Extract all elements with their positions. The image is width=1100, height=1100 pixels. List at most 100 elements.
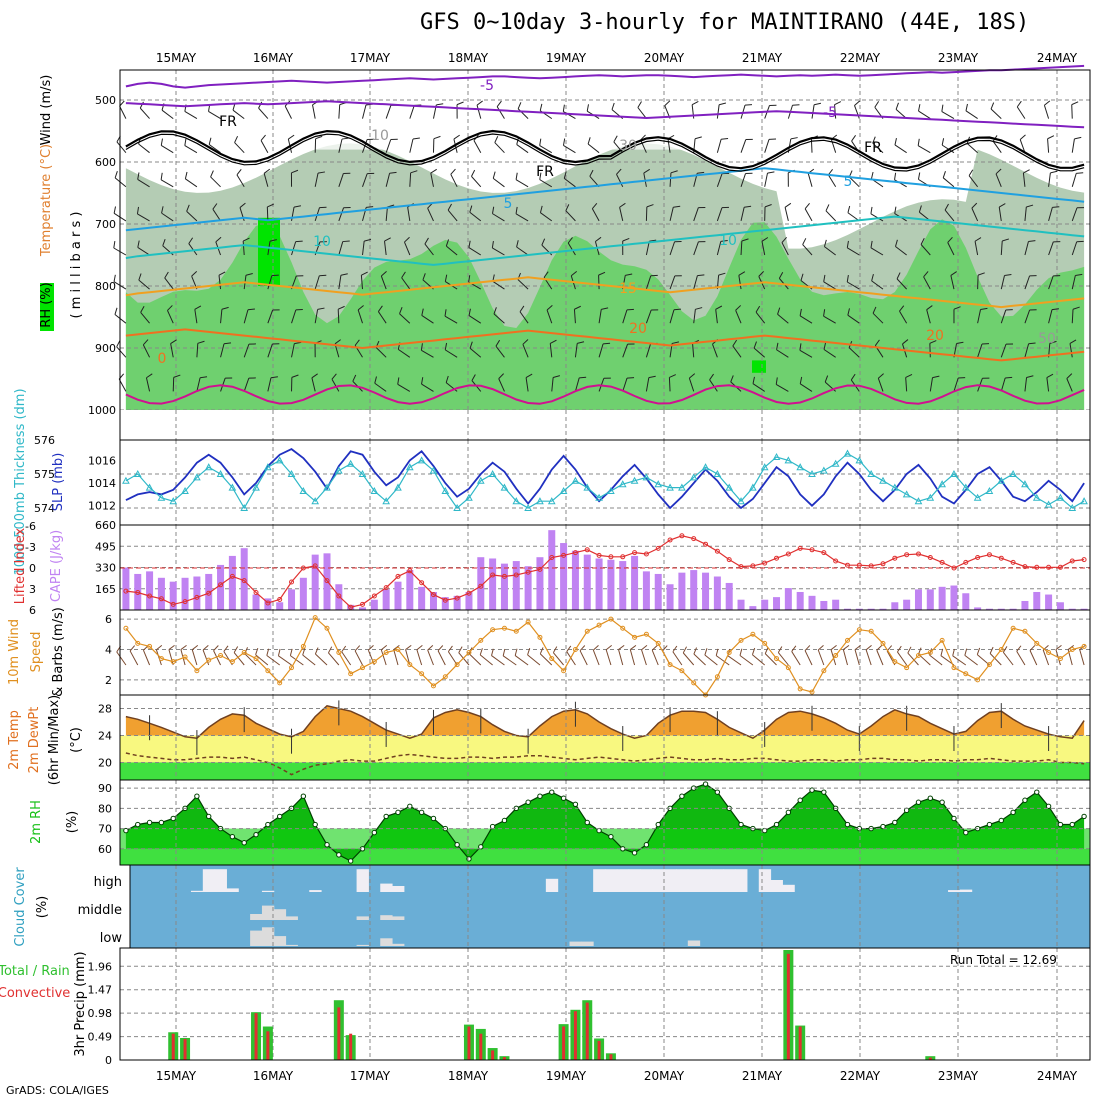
thickness-point-28 <box>453 503 461 511</box>
rh2m-point-10 <box>241 840 247 846</box>
wind10-point-81 <box>1081 643 1087 649</box>
upper-wind-barb-138-flag <box>469 205 473 213</box>
isotherm-0 <box>125 64 1085 89</box>
upper-wind-barb-93-flag <box>366 206 374 208</box>
upper-wind-barb-209-flag <box>670 170 678 174</box>
cape-bar-51 <box>725 582 733 610</box>
upper-wind-barb-221-shaft <box>693 275 698 290</box>
wind10-point-1 <box>135 640 141 646</box>
upper-wind-barb-24 <box>167 305 174 324</box>
wind10-barb-17-flag <box>314 647 319 655</box>
wind10-barb-4-flag <box>168 644 175 650</box>
rh2m-point-0 <box>123 827 129 834</box>
upper-wind-barb-166-flag <box>541 238 546 246</box>
upper-wind-barb-302-shaft <box>896 278 908 290</box>
upper-wind-barb-86 <box>338 273 348 290</box>
wind10-barb-25 <box>416 644 423 666</box>
cape-bar-42 <box>619 561 627 610</box>
wind10-barb-39-shaft <box>579 650 588 666</box>
thickness-point-1 <box>133 469 142 477</box>
upper-wind-barb-16-flag <box>142 339 149 346</box>
wind10-barb-14-flag <box>277 648 281 656</box>
wind10-barb-49 <box>693 647 706 666</box>
wind10-barb-60-flag <box>830 644 837 651</box>
rh2m-point-28 <box>454 842 460 848</box>
upper-wind-barb-366-flag <box>1072 306 1080 310</box>
upper-wind-barb-342 <box>1016 100 1026 119</box>
upper-wind-barb-36-shaft <box>208 111 221 120</box>
rh2m-point-77 <box>1034 789 1040 795</box>
rh2m-point-43 <box>631 850 638 856</box>
upper-wind-barb-329 <box>977 272 985 290</box>
upper-wind-barb-255 <box>784 202 792 222</box>
thickness-point-66 <box>902 490 911 498</box>
upper-wind-barb-197 <box>622 377 635 392</box>
wind10-barb-55 <box>764 647 777 666</box>
upper-wind-barb-11-flag <box>137 172 140 180</box>
upper-wind-barb-221 <box>693 274 705 290</box>
upper-wind-barb-298-flag <box>894 138 897 146</box>
upper-wind-barb-46 <box>234 135 245 154</box>
upper-wind-barb-148-flag <box>491 240 494 249</box>
wind10-barb-31-flag <box>479 648 483 656</box>
wind10-barb-28 <box>447 645 458 666</box>
upper-wind-barb-145-shaft <box>494 142 505 154</box>
upper-wind-barb-32-flag <box>191 270 198 277</box>
upper-wind-barb-344-flag <box>1023 169 1030 174</box>
upper-wind-barb-148-shaft <box>492 247 505 256</box>
wind10-barb-57-shaft <box>791 651 801 666</box>
li-point-12 <box>265 600 271 606</box>
upper-wind-barb-107-shaft <box>374 382 387 392</box>
upper-wind-barb-139-flag <box>468 240 471 248</box>
date-bottom-15MAY: 15MAY <box>156 1069 197 1083</box>
upper-wind-barb-165-shaft <box>540 212 553 222</box>
wind10-point-64 <box>880 640 886 646</box>
date-bottom-19MAY: 19MAY <box>546 1069 587 1083</box>
cloud-high-16 <box>309 890 322 892</box>
wind10-barb-77 <box>1029 645 1038 666</box>
upper-wind-barb-102-flag <box>387 204 395 208</box>
wind10-barb-26-flag <box>427 644 434 651</box>
cape-bar-57 <box>796 591 804 610</box>
upper-wind-barb-55 <box>260 134 269 153</box>
upper-wind-barb-95-flag <box>361 271 368 276</box>
wind10-point-30 <box>478 637 484 643</box>
thickness-point-41 <box>607 486 615 494</box>
rh2m-tick-60: 60 <box>98 843 112 856</box>
rh2m-tick-70: 70 <box>98 823 112 836</box>
wind10-point-25 <box>419 671 425 677</box>
wind10-barb-46-flag <box>662 645 668 652</box>
wind10-barb-61 <box>842 645 850 666</box>
cape-bar-11 <box>252 594 260 610</box>
green-band <box>120 762 1090 780</box>
upper-wind-barb-240 <box>735 305 742 324</box>
upper-wind-barb-51-flag <box>247 308 255 311</box>
li-point-1 <box>135 590 141 595</box>
upper-wind-barb-345 <box>1024 204 1034 221</box>
temp2m-axis-label-a: 2m Temp <box>7 710 22 770</box>
wind10-point-68 <box>927 650 933 655</box>
cape-bar-39 <box>583 554 591 610</box>
upper-wind-barb-356-shaft <box>1048 275 1054 290</box>
upper-wind-barb-233-flag <box>709 373 714 381</box>
upper-wind-barb-124-flag <box>420 343 423 351</box>
upper-wind-barb-277 <box>823 342 836 358</box>
rh2m-point-68 <box>927 795 934 801</box>
upper-wind-barb-314-flag <box>932 375 940 379</box>
wind10-barb-73-flag <box>976 647 981 655</box>
cape-bar-22 <box>382 589 390 610</box>
wind10-point-5 <box>182 654 188 660</box>
upper-wind-barb-212-shaft <box>669 275 676 290</box>
upper-wind-barb-277-flag <box>823 342 827 350</box>
wind10-barb-34 <box>514 648 529 666</box>
wind10-axis-label-b: Speed <box>29 632 44 673</box>
upper-wind-barb-117-flag <box>436 103 444 106</box>
upper-wind-barb-108-shaft <box>409 105 415 119</box>
thickness-point-65 <box>890 483 899 491</box>
thickness-point-73 <box>985 486 994 494</box>
wind10-barb-4 <box>168 644 175 666</box>
wind10-barb-74-shaft <box>989 653 1002 666</box>
upper-wind-barb-49 <box>242 237 250 256</box>
wind10-point-80 <box>1069 646 1075 652</box>
upper-wind-barb-125-flag <box>421 377 424 385</box>
